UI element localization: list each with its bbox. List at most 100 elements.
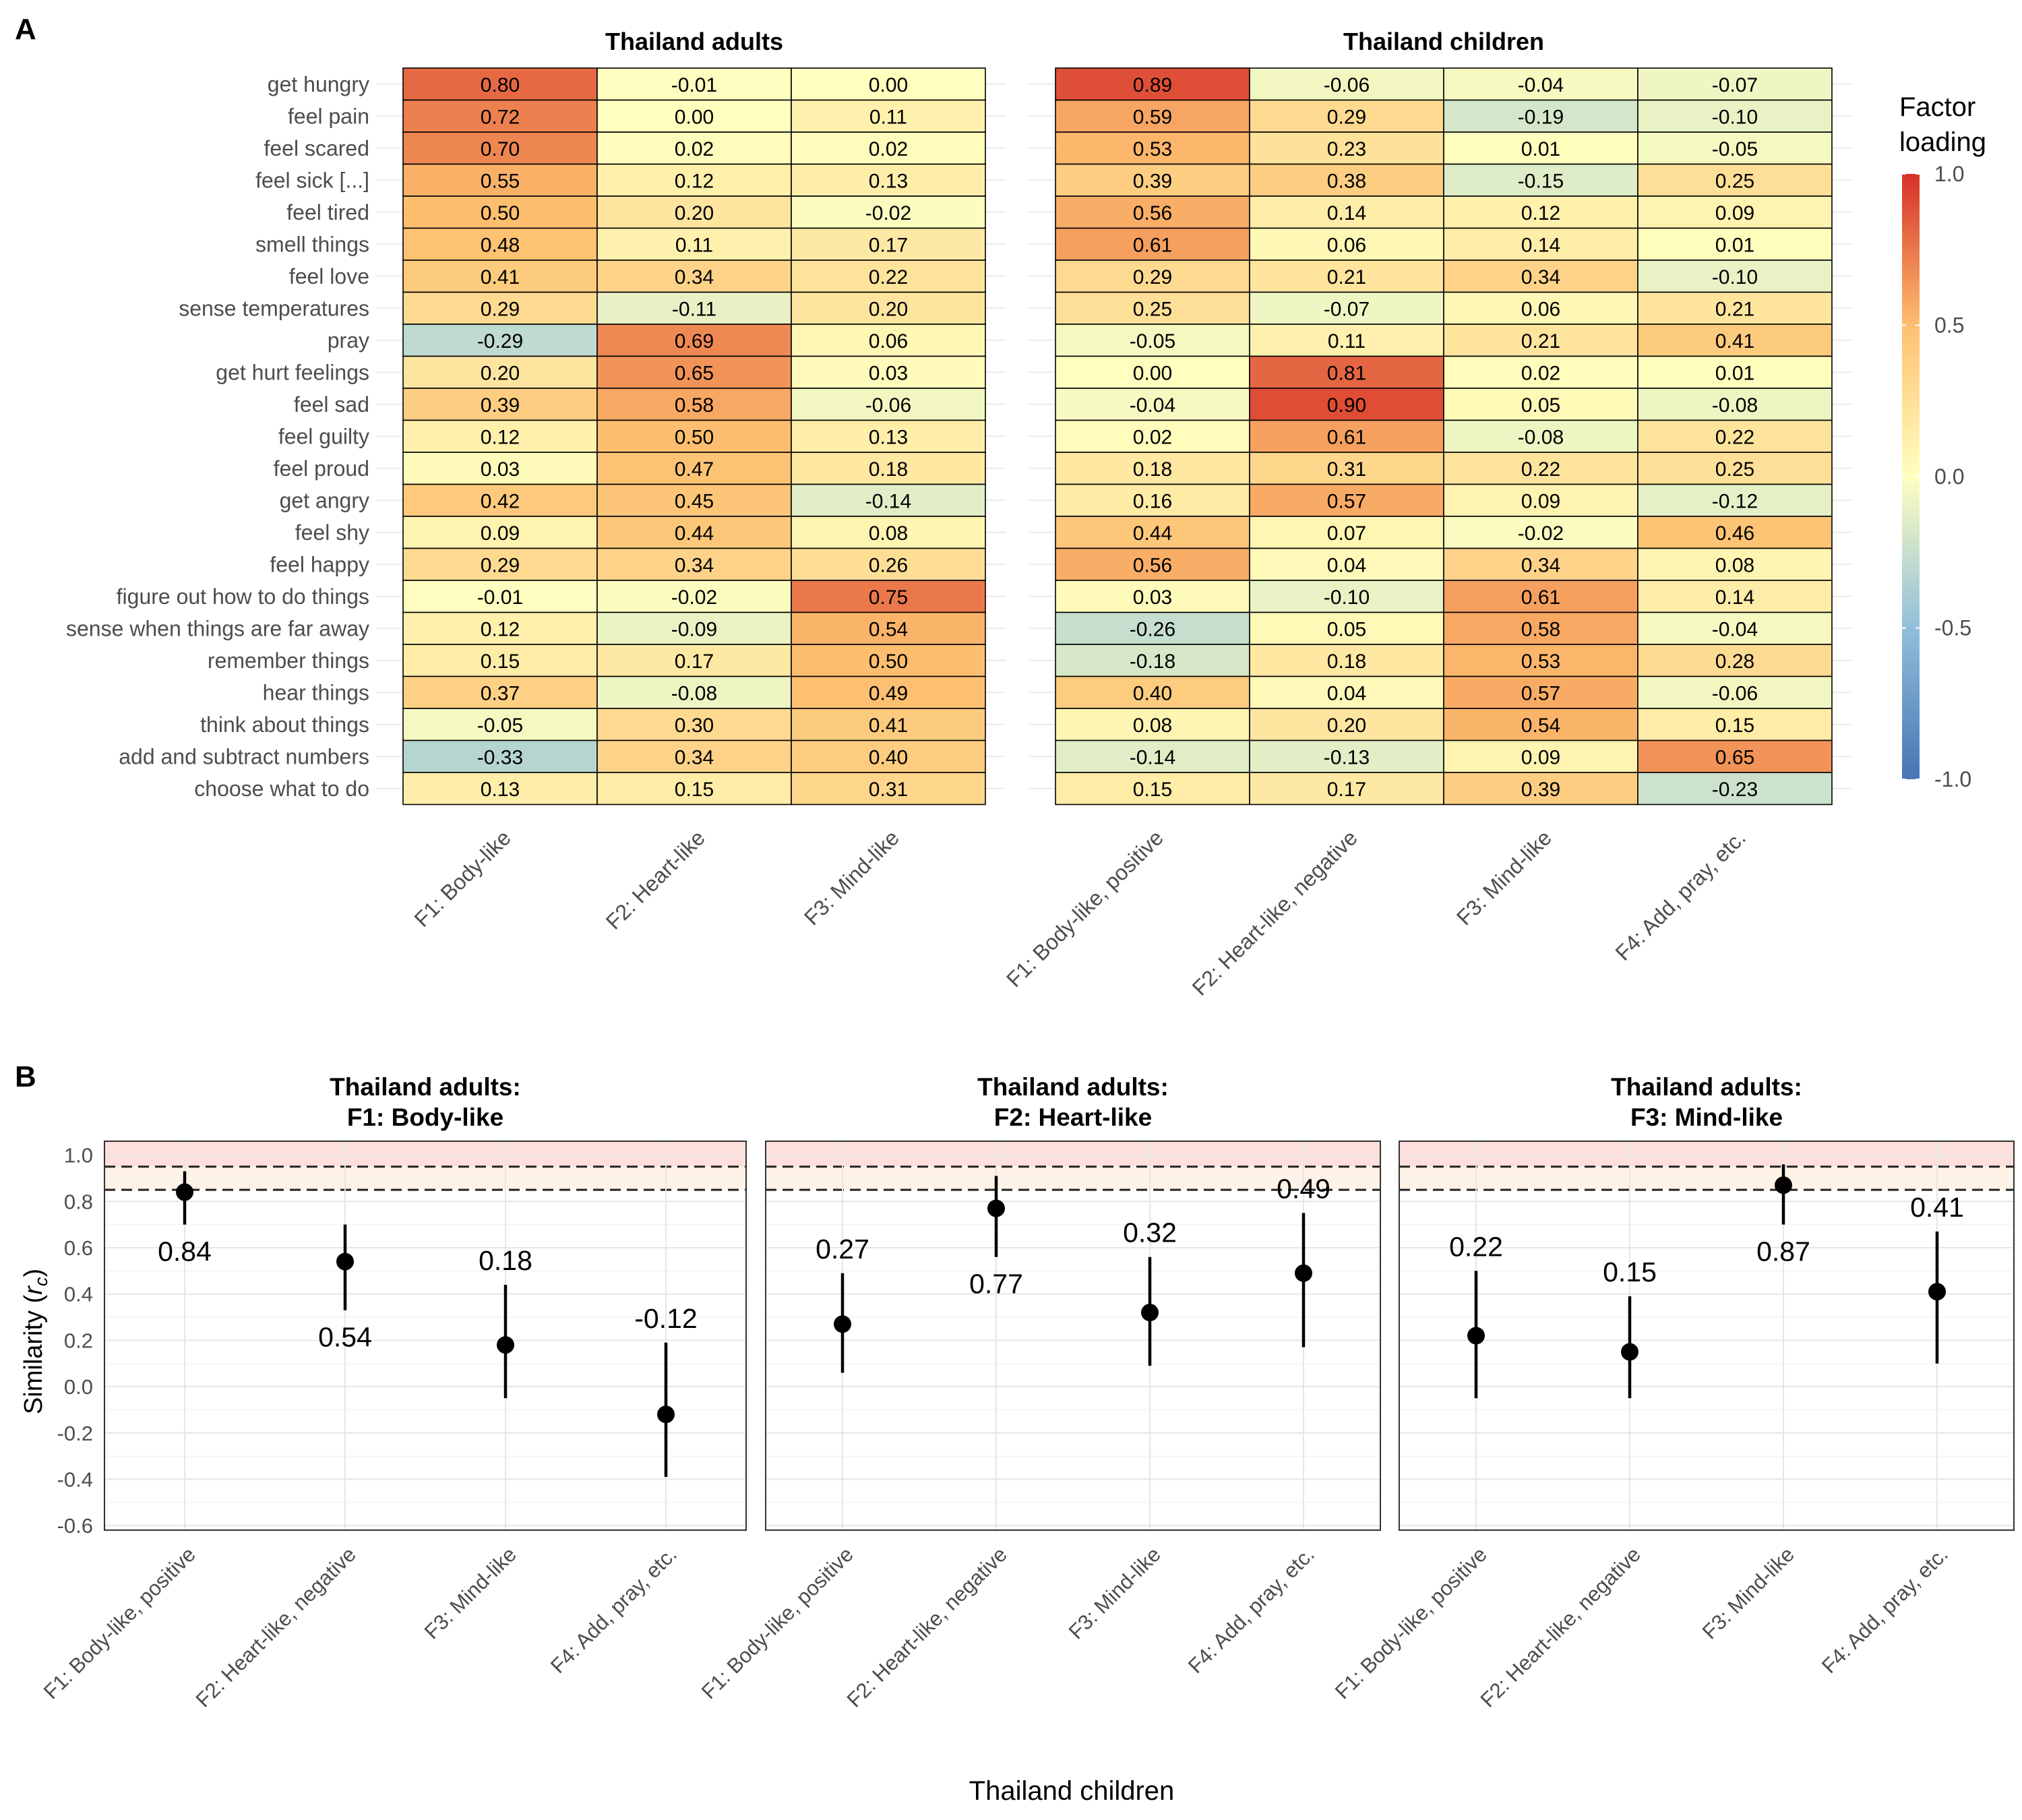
cell-label: 0.59 [1133,106,1172,128]
heatmap-cell [1249,644,1444,677]
cell-label: -0.10 [1712,106,1758,128]
cell-label: 0.41 [1715,330,1754,353]
cell-label: -0.09 [671,618,717,640]
cell-label: 0.14 [1521,234,1560,256]
cell-label: -0.23 [1712,779,1758,801]
heatmap-cell [596,260,792,293]
heatmap-cell [1637,355,1833,389]
heatmap-cell [402,516,598,549]
cell-label: 0.13 [869,426,908,448]
heatmap-cell [1055,388,1250,421]
cell-label: 0.41 [869,715,908,737]
cell-label: 0.34 [1521,554,1560,576]
cell-label: 0.02 [675,138,714,160]
heatmap-cell [1249,516,1444,549]
heatmap-cell [1249,611,1444,645]
heatmap-cell [402,708,598,741]
cell-label: -0.18 [1130,650,1175,673]
heatmap-cell [402,163,598,197]
y-tick-label: 0.0 [64,1375,93,1399]
heatmap-cell [791,772,986,806]
heatmap-cell [1443,580,1638,613]
cell-label: -0.05 [1130,330,1175,353]
cell-label: -0.04 [1130,394,1175,417]
point-label: 0.77 [969,1269,1023,1300]
cell-label: 0.06 [1327,234,1366,256]
cell-label: 0.50 [869,650,908,673]
cell-label: 0.42 [481,490,520,512]
heatmap-cell [1055,195,1250,229]
cell-label: -0.06 [865,394,911,417]
row-label: feel sick [...] [255,168,369,192]
heatmap-cell [596,483,792,517]
heatmap-cell [791,67,986,101]
facet-title: F3: Mind-like [1630,1103,1783,1131]
heatmap-cell [1055,772,1250,806]
cell-label: 0.31 [1327,458,1366,481]
row-label: sense temperatures [179,296,369,320]
heatmap-cell [1249,355,1444,389]
cell-label: -0.11 [672,298,716,320]
point-label: 0.32 [1123,1217,1177,1248]
cell-label: 0.12 [1521,202,1560,224]
cell-label: 0.20 [481,362,520,384]
heatmap-cell [1637,483,1833,517]
y-tick-label: 1.0 [64,1144,93,1167]
heatmap-children: Thailand children 0.89 -0.06 -0.04 -0.07 0.59… [1002,28,1852,1000]
cell-label: -0.02 [671,586,717,609]
cell-label: 0.57 [1521,682,1560,704]
cell-label: 0.08 [1715,554,1754,576]
heatmap-cell [1249,675,1444,709]
cell-label: -0.07 [1324,298,1370,320]
estimate-point [176,1183,193,1201]
facet-title: F1: Body-like [347,1103,503,1131]
row-label: feel pain [288,104,369,128]
cell-label: 0.58 [675,394,714,417]
cell-label: 0.65 [675,362,714,384]
estimate-point [1141,1304,1159,1322]
estimate-point [1775,1176,1792,1194]
heatmap-cell [1443,547,1638,581]
heatmap-panels: Thailand adults 0.80 -0.01 0.00 0.72 0.00 0.11… [66,28,1852,1000]
row-label: think about things [200,712,369,737]
cell-label: 0.12 [481,426,520,448]
legend-tick-label: 1.0 [1934,162,1964,186]
y-tick-label: 0.6 [64,1236,93,1260]
heatmap-cell [1249,291,1444,325]
row-label: feel sad [294,392,369,417]
cell-label: 0.57 [1327,490,1366,512]
cell-label: -0.14 [1130,746,1175,768]
facet-title: Thailand adults: [330,1073,521,1101]
heatmap-cell [596,419,792,453]
cell-label: 0.34 [675,266,714,289]
heatmap-cell [402,99,598,133]
cell-label: 0.13 [869,170,908,192]
heatmap-cell [1637,67,1833,101]
heatmap-cell [1443,195,1638,229]
cell-label: 0.20 [675,202,714,224]
cell-label: 0.44 [675,522,714,545]
cell-label: 0.31 [869,779,908,801]
heatmap-cell [596,131,792,165]
cell-label: 0.56 [1133,554,1172,576]
row-label: feel love [289,264,369,289]
row-label: smell things [255,232,369,256]
point-label: 0.22 [1449,1231,1503,1262]
heatmap-cell [1443,99,1638,133]
heatmap-cell [791,99,986,133]
heatmap-cell [402,739,598,773]
cell-label: 0.12 [675,170,714,192]
cell-label: 0.56 [1133,202,1172,224]
legend-tick-label: -1.0 [1934,767,1971,791]
heatmap-cell [791,324,986,357]
heatmap-cell [1443,260,1638,293]
factor-loading-legend: Factor loading 1.0 0.5 0.0 -0.5 -1.0 [1899,92,1986,791]
cell-label: -0.08 [1712,394,1758,417]
facet-frame [765,1141,1381,1531]
cell-label: 0.29 [1327,106,1366,128]
heatmap-cell [1249,67,1444,101]
row-label: sense when things are far away [66,616,369,640]
cell-label: 0.05 [1327,618,1366,640]
cell-label: 0.65 [1715,746,1754,768]
excellent-band [766,1141,1380,1167]
